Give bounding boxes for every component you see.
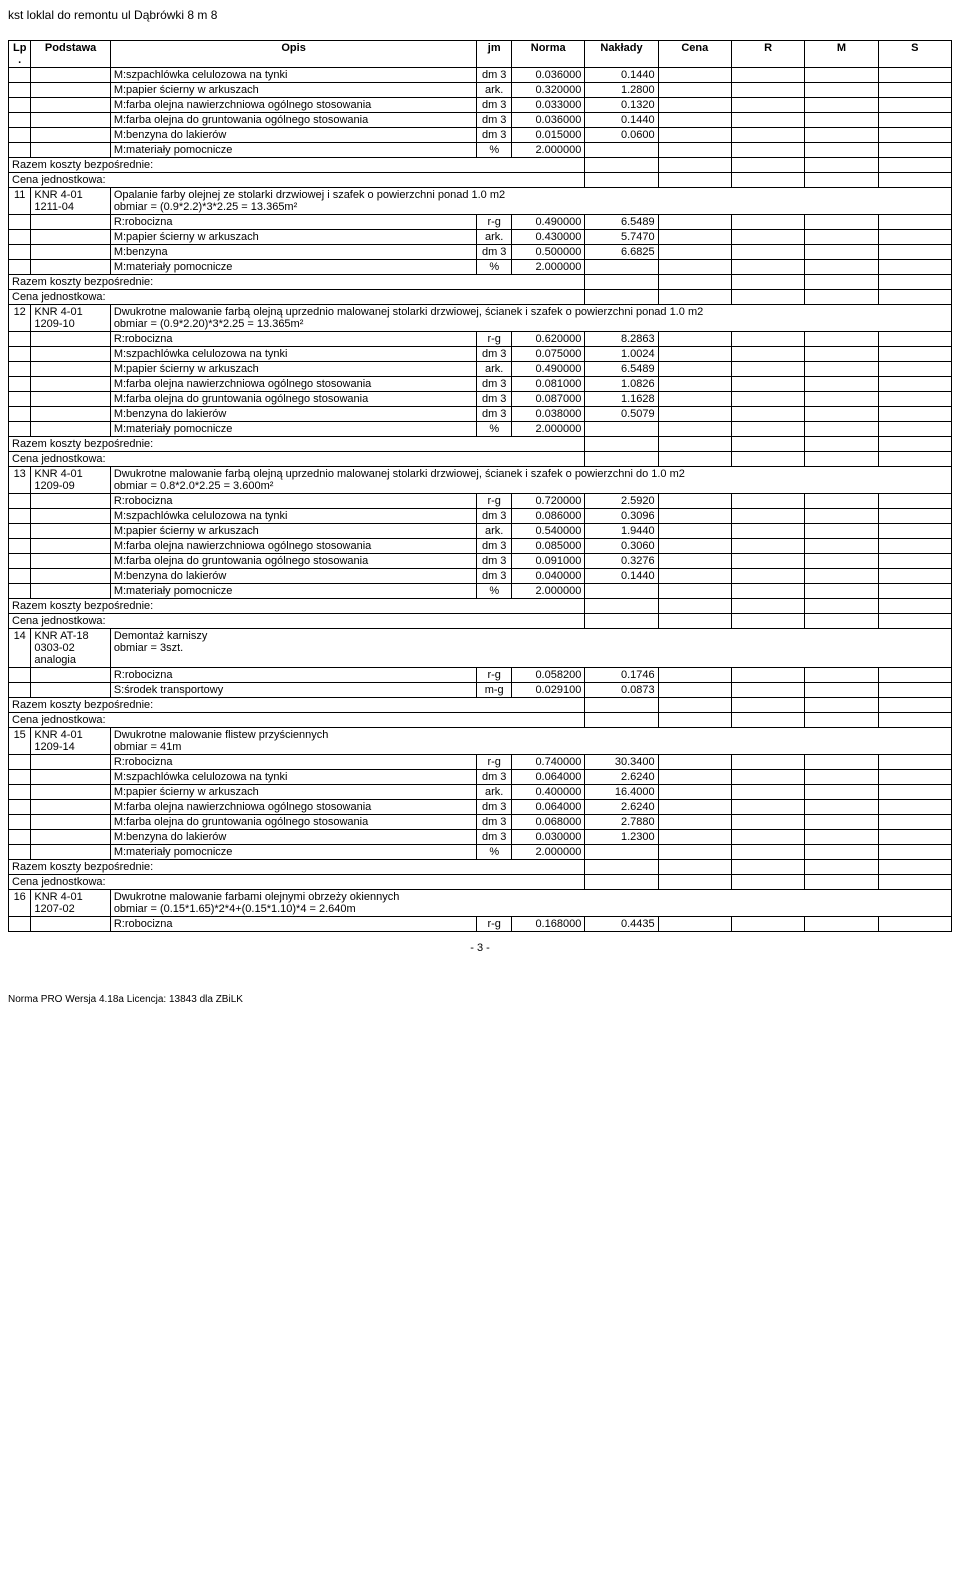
material-pomocnicze-row: M:materiały pomocnicze%2.000000 — [9, 422, 952, 437]
cena-jednostkowa-row: Cena jednostkowa: — [9, 452, 952, 467]
material-row-benzyna-lak: M:benzyna do lakierówdm 30.0400000.1440 — [9, 569, 952, 584]
material-row-farba-nawierzch: M:farba olejna nawierzchniowa ogólnego s… — [9, 539, 952, 554]
material-row-papier: M:papier ścierny w arkuszachark.0.490000… — [9, 362, 952, 377]
section-obmiar: obmiar = (0.9*2.2)*3*2.25 = 13.365m² — [114, 201, 948, 213]
col-m: M — [805, 41, 878, 68]
razem-row: Razem koszty bezpośrednie: — [9, 698, 952, 713]
section-header-14: 14KNR AT-18 0303-02 analogiaDemontaż kar… — [9, 629, 952, 668]
footer-text: Norma PRO Wersja 4.18a Licencja: 13843 d… — [8, 994, 952, 1005]
material-row-robocizna: R:robociznar-g0.7200002.5920 — [9, 494, 952, 509]
material-row-farba-nawierzch: M:farba olejna nawierzchniowa ogólnego s… — [9, 800, 952, 815]
cost-table: Lp. Podstawa Opis jm Norma Nakłady Cena … — [8, 40, 952, 932]
section-obmiar: obmiar = 41m — [114, 741, 948, 753]
material-row-farba-grunt: M:farba olejna do gruntowania ogólnego s… — [9, 554, 952, 569]
razem-row: Razem koszty bezpośrednie: — [9, 437, 952, 452]
col-podstawa: Podstawa — [31, 41, 110, 68]
material-row-robocizna: R:robociznar-g0.4900006.5489 — [9, 215, 952, 230]
section-header-12: 12KNR 4-01 1209-10Dwukrotne malowanie fa… — [9, 305, 952, 332]
razem-row: Razem koszty bezpośrednie: — [9, 599, 952, 614]
material-row-szpachlowka: M:szpachlówka celulozowa na tynkidm 30.0… — [9, 68, 952, 83]
section-desc: Demontaż karniszy — [114, 630, 948, 642]
material-row-robocizna: R:robociznar-g0.0582000.1746 — [9, 668, 952, 683]
col-r: R — [731, 41, 804, 68]
material-row-szpachlowka: M:szpachlówka celulozowa na tynkidm 30.0… — [9, 770, 952, 785]
material-row-robocizna: R:robociznar-g0.1680000.4435 — [9, 917, 952, 932]
section-obmiar: obmiar = (0.9*2.20)*3*2.25 = 13.365m² — [114, 318, 948, 330]
material-row-papier: M:papier ścierny w arkuszachark.0.400000… — [9, 785, 952, 800]
col-jm: jm — [477, 41, 512, 68]
section-header-13: 13KNR 4-01 1209-09Dwukrotne malowanie fa… — [9, 467, 952, 494]
razem-row: Razem koszty bezpośrednie: — [9, 860, 952, 875]
section-obmiar: obmiar = (0.15*1.65)*2*4+(0.15*1.10)*4 =… — [114, 903, 948, 915]
material-row-benzyna: M:benzynadm 30.5000006.6825 — [9, 245, 952, 260]
section-desc: Opalanie farby olejnej ze stolarki drzwi… — [114, 189, 948, 201]
material-pomocnicze-row: M:materiały pomocnicze%2.000000 — [9, 143, 952, 158]
table-header-row: Lp. Podstawa Opis jm Norma Nakłady Cena … — [9, 41, 952, 68]
razem-row: Razem koszty bezpośrednie: — [9, 275, 952, 290]
col-opis: Opis — [110, 41, 477, 68]
section-header-15: 15KNR 4-01 1209-14Dwukrotne malowanie fl… — [9, 728, 952, 755]
section-obmiar: obmiar = 0.8*2.0*2.25 = 3.600m² — [114, 480, 948, 492]
document-title: kst loklal do remontu ul Dąbrówki 8 m 8 — [8, 8, 952, 22]
material-row-szpachlowka: M:szpachlówka celulozowa na tynkidm 30.0… — [9, 509, 952, 524]
material-row-benzyna-lak: M:benzyna do lakierówdm 30.0380000.5079 — [9, 407, 952, 422]
material-row-papier: M:papier ścierny w arkuszachark.0.540000… — [9, 524, 952, 539]
col-cena: Cena — [658, 41, 731, 68]
material-row-robocizna: R:robociznar-g0.74000030.3400 — [9, 755, 952, 770]
material-row-farba-grunt: M:farba olejna do gruntowania ogólnego s… — [9, 113, 952, 128]
col-naklady: Nakłady — [585, 41, 658, 68]
material-row-benzyna-lak: M:benzyna do lakierówdm 30.0150000.0600 — [9, 128, 952, 143]
cena-jednostkowa-row: Cena jednostkowa: — [9, 290, 952, 305]
material-row-benzyna-lak: M:benzyna do lakierówdm 30.0300001.2300 — [9, 830, 952, 845]
section-desc: Dwukrotne malowanie farbą olejną uprzedn… — [114, 468, 948, 480]
section-desc: Dwukrotne malowanie flistew przyściennyc… — [114, 729, 948, 741]
cena-jednostkowa-row: Cena jednostkowa: — [9, 614, 952, 629]
section-obmiar: obmiar = 3szt. — [114, 642, 948, 654]
material-pomocnicze-row: M:materiały pomocnicze%2.000000 — [9, 584, 952, 599]
material-pomocnicze-row: M:materiały pomocnicze%2.000000 — [9, 845, 952, 860]
section-desc: Dwukrotne malowanie farbą olejną uprzedn… — [114, 306, 948, 318]
section-desc: Dwukrotne malowanie farbami olejnymi obr… — [114, 891, 948, 903]
material-row-farba-nawierzch: M:farba olejna nawierzchniowa ogólnego s… — [9, 98, 952, 113]
col-norma: Norma — [512, 41, 585, 68]
material-row-robocizna: R:robociznar-g0.6200008.2863 — [9, 332, 952, 347]
material-row-szpachlowka: M:szpachlówka celulozowa na tynkidm 30.0… — [9, 347, 952, 362]
cena-jednostkowa-row: Cena jednostkowa: — [9, 713, 952, 728]
page-number: - 3 - — [8, 942, 952, 954]
material-row-papier: M:papier ścierny w arkuszachark.0.430000… — [9, 230, 952, 245]
section-header-11: 11KNR 4-01 1211-04Opalanie farby olejnej… — [9, 188, 952, 215]
material-row-srodek-transport: S:środek transportowym-g0.0291000.0873 — [9, 683, 952, 698]
cena-jednostkowa-row: Cena jednostkowa: — [9, 173, 952, 188]
cena-jednostkowa-row: Cena jednostkowa: — [9, 875, 952, 890]
material-row-papier-scierny: M:papier ścierny w arkuszachark.0.320000… — [9, 83, 952, 98]
material-row-farba-grunt: M:farba olejna do gruntowania ogólnego s… — [9, 392, 952, 407]
section-header-16: 16KNR 4-01 1207-02Dwukrotne malowanie fa… — [9, 890, 952, 917]
material-row-farba-nawierzch: M:farba olejna nawierzchniowa ogólnego s… — [9, 377, 952, 392]
razem-row: Razem koszty bezpośrednie: — [9, 158, 952, 173]
material-row-farba-grunt: M:farba olejna do gruntowania ogólnego s… — [9, 815, 952, 830]
material-pomocnicze-row: M:materiały pomocnicze%2.000000 — [9, 260, 952, 275]
col-s: S — [878, 41, 951, 68]
col-lp: Lp. — [9, 41, 31, 68]
